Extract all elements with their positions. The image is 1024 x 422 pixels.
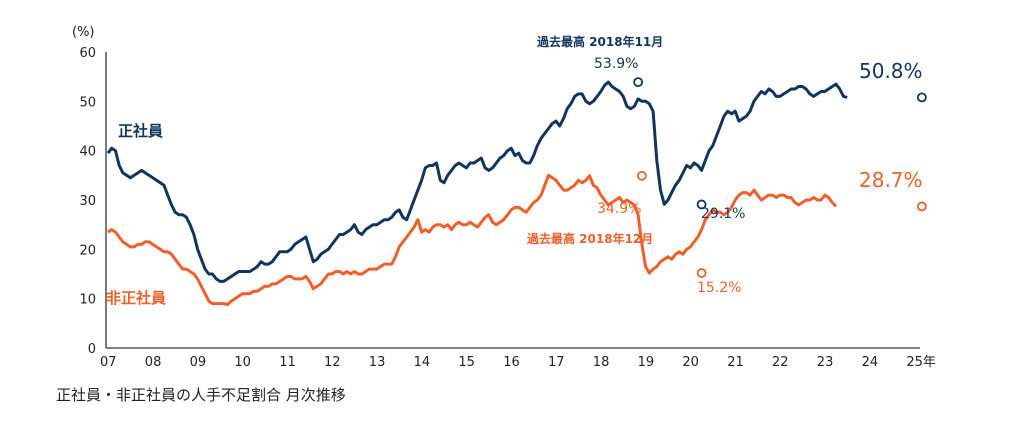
x-tick-label: 07 [100, 355, 117, 370]
x-tick-label: 25年 [906, 355, 936, 370]
y-tick-label: 20 [79, 243, 96, 258]
x-tick-label: 12 [324, 355, 341, 370]
y-tick-label: 60 [79, 46, 96, 61]
annotation-nonregular-peak-title: 過去最高 2018年12月 [526, 231, 653, 246]
x-tick-label: 13 [369, 355, 386, 370]
chart-caption: 正社員・非正社員の人手不足割合 月次推移 [56, 386, 346, 404]
x-axis-ticks: 07 08 09 10 11 12 13 14 15 16 17 18 19 20 21 22 23 24 25年 [100, 355, 936, 370]
x-tick-label: 21 [727, 355, 744, 370]
x-tick-label: 20 [682, 355, 699, 370]
y-tick-label: 30 [79, 194, 96, 209]
annotation-regular-low-value: 29.1% [701, 206, 745, 222]
annotation-nonregular-low-value: 15.2% [697, 280, 741, 296]
series-label-regular: 正社員 [118, 122, 163, 140]
x-tick-label: 15 [458, 355, 475, 370]
data-point-marker [916, 92, 927, 103]
y-tick-label: 50 [79, 95, 96, 110]
y-axis-unit-label: (%) [72, 25, 95, 40]
y-tick-label: 40 [79, 145, 96, 160]
data-point-marker [696, 268, 707, 278]
annotation-nonregular-latest-value: 28.7% [859, 168, 923, 192]
x-tick-label: 24 [862, 355, 879, 370]
x-tick-label: 18 [593, 355, 610, 370]
x-tick-label: 10 [234, 355, 251, 370]
data-point-marker [696, 199, 707, 210]
x-tick-label: 11 [279, 355, 296, 370]
annotation-nonregular-peak-value: 34.9% [597, 201, 641, 217]
y-axis-ticks: 0 10 20 30 40 50 60 [79, 46, 96, 357]
x-tick-label: 09 [190, 355, 207, 370]
series-label-nonregular: 非正社員 [106, 289, 166, 307]
series-line-nonregular [107, 173, 838, 307]
x-tick-label: 23 [817, 355, 834, 370]
y-tick-label: 0 [88, 342, 96, 357]
data-point-marker [636, 170, 647, 181]
annotation-regular-peak-value: 53.9% [594, 56, 638, 72]
series-line-regular [106, 80, 848, 283]
y-tick-label: 10 [79, 293, 96, 308]
annotation-regular-latest-value: 50.8% [859, 59, 923, 83]
x-tick-label: 14 [414, 355, 431, 370]
x-tick-label: 22 [772, 355, 789, 370]
x-tick-label: 19 [638, 355, 655, 370]
x-tick-label: 08 [145, 355, 162, 370]
x-tick-label: 16 [503, 355, 520, 370]
data-point-marker [633, 77, 644, 87]
x-tick-label: 17 [548, 355, 565, 370]
annotation-regular-peak-title: 過去最高 2018年11月 [536, 34, 663, 49]
annotation-markers [633, 77, 927, 278]
data-point-marker [916, 201, 927, 212]
